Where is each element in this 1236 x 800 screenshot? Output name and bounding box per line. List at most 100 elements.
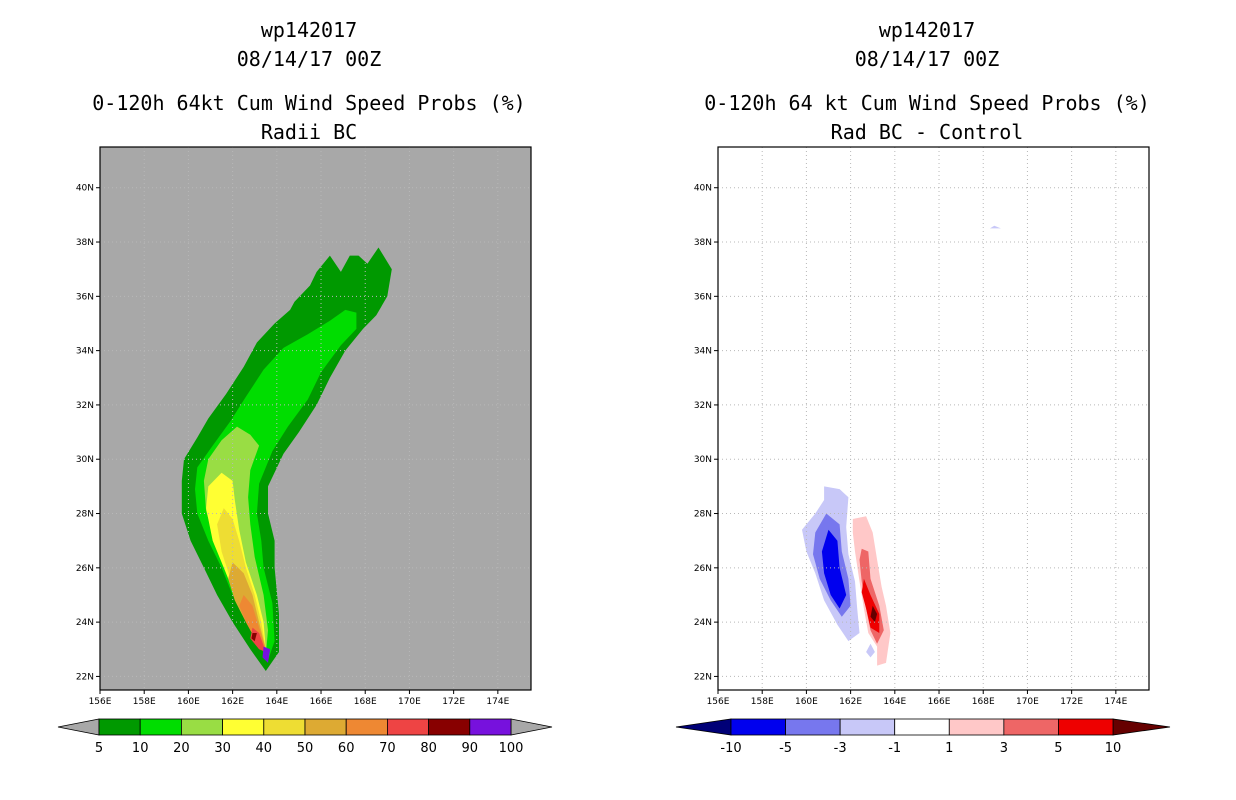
- right-colorbar-label-6: 5: [1054, 741, 1062, 756]
- left-colorbar-swatch-4: [263, 718, 306, 736]
- left-tick-label-y-3: 28N: [76, 510, 94, 520]
- right-colorbar-label-1: -5: [779, 741, 792, 756]
- left-colorbar-swatch-8: [428, 718, 471, 736]
- left-tick-label-x-4: 164E: [265, 697, 288, 707]
- left-chart-subtitle: Radii BC: [260, 120, 358, 144]
- left-colorbar-swatch-2: [180, 718, 223, 736]
- left-contour-level-8: [251, 633, 257, 642]
- right-tick-label-y-2: 26N: [694, 564, 712, 574]
- left-colorbar-swatch-9: [469, 718, 512, 736]
- left-colorbar-label-9: 90: [462, 741, 479, 756]
- left-tick-label-x-9: 174E: [486, 697, 509, 707]
- right-colorbar-swatch-2: [839, 718, 896, 736]
- left-tick-label-y-1: 24N: [76, 618, 94, 628]
- left-colorbar: 5 10 20 30 40 50 60 70 80 90 100: [57, 718, 553, 756]
- left-colorbar-label-4: 40: [256, 741, 273, 756]
- right-colorbar-swatch-0: [730, 718, 786, 736]
- right-colorbar-swatch-4: [948, 718, 1005, 736]
- right-date: 08/14/17 00Z: [854, 47, 1000, 71]
- right-colorbar-swatch-6: [1058, 718, 1114, 736]
- right-colorbar-swatch-5: [1003, 718, 1059, 736]
- right-plot-frame: [717, 146, 1150, 691]
- right-plot-background: [718, 147, 1149, 690]
- left-colorbar-label-0: 5: [95, 741, 103, 756]
- right-tick-label-x-8: 172E: [1060, 697, 1083, 707]
- left-colorbar-low-arrow: [57, 718, 100, 736]
- right-tick-label-y-6: 34N: [694, 347, 712, 357]
- left-tick-label-x-8: 172E: [442, 697, 465, 707]
- right-tick-label-y-3: 28N: [694, 510, 712, 520]
- right-colorbar-label-7: 10: [1105, 741, 1122, 756]
- left-storm-id: wp142017: [260, 18, 358, 42]
- left-tick-label-y-0: 22N: [76, 672, 94, 682]
- left-colorbar-swatch-1: [139, 718, 182, 736]
- left-tick-label-y-4: 30N: [76, 455, 94, 465]
- right-chart-subtitle: Rad BC - Control: [830, 120, 1024, 144]
- right-plot: 156E 158E 160E 162E 164E 166E 168E 170E 172E 174E…: [694, 146, 1150, 707]
- right-tick-label-y-9: 40N: [694, 184, 712, 194]
- left-tick-label-x-5: 166E: [310, 697, 333, 707]
- right-colorbar-label-2: -3: [834, 741, 847, 756]
- left-tick-label-x-3: 162E: [221, 697, 244, 707]
- left-colorbar-high-arrow: [510, 718, 553, 736]
- right-tick-label-y-4: 30N: [694, 455, 712, 465]
- left-colorbar-label-10: 100: [499, 741, 524, 756]
- right-tick-label-x-9: 174E: [1104, 697, 1127, 707]
- left-colorbar-swatch-5: [304, 718, 347, 736]
- right-contour-level-4: [821, 529, 847, 609]
- left-plot-frame: [99, 146, 532, 691]
- right-contour-level-2: [989, 225, 1001, 229]
- left-date: 08/14/17 00Z: [236, 47, 382, 71]
- left-tick-label-x-6: 168E: [354, 697, 377, 707]
- left-tick-label-x-7: 170E: [398, 697, 421, 707]
- right-contour-level-1: [866, 643, 875, 658]
- right-colorbar-swatch-3: [894, 718, 950, 736]
- left-colorbar-swatch-0: [98, 718, 141, 736]
- left-contour-level-9: [262, 646, 271, 663]
- right-tick-label-x-0: 156E: [707, 697, 730, 707]
- left-colorbar-swatch-6: [345, 718, 388, 736]
- left-colorbar-label-1: 10: [132, 741, 149, 756]
- right-colorbar-label-0: -10: [720, 741, 741, 756]
- left-plot-background: [100, 147, 531, 690]
- right-tick-label-x-1: 158E: [751, 697, 774, 707]
- right-tick-label-y-1: 24N: [694, 618, 712, 628]
- left-tick-label-y-8: 38N: [76, 238, 94, 248]
- right-tick-label-y-8: 38N: [694, 238, 712, 248]
- left-colorbar-label-3: 30: [214, 741, 231, 756]
- right-tick-label-x-3: 162E: [839, 697, 862, 707]
- left-colorbar-label-7: 70: [379, 741, 396, 756]
- right-tick-label-y-0: 22N: [694, 672, 712, 682]
- right-tick-label-x-2: 160E: [795, 697, 818, 707]
- right-tick-label-y-7: 36N: [694, 292, 712, 302]
- left-tick-label-x-1: 158E: [133, 697, 156, 707]
- left-plot: 156E 158E 160E 162E 164E 166E 168E 170E 172E 174E…: [76, 146, 532, 707]
- right-tick-label-x-7: 170E: [1016, 697, 1039, 707]
- right-tick-label-x-5: 166E: [928, 697, 951, 707]
- right-colorbar-label-3: -1: [888, 741, 901, 756]
- right-storm-id: wp142017: [878, 18, 976, 42]
- left-colorbar-label-2: 20: [173, 741, 190, 756]
- right-colorbar-high-arrow: [1112, 718, 1171, 736]
- right-contour-level-8: [870, 605, 878, 623]
- left-colorbar-label-5: 50: [297, 741, 314, 756]
- right-colorbar-low-arrow: [675, 718, 732, 736]
- right-tick-label-x-6: 168E: [972, 697, 995, 707]
- left-tick-label-x-2: 160E: [177, 697, 200, 707]
- left-tick-label-y-9: 40N: [76, 184, 94, 194]
- right-colorbar-swatch-1: [785, 718, 841, 736]
- left-tick-label-x-0: 156E: [89, 697, 112, 707]
- right-chart-title: 0-120h 64 kt Cum Wind Speed Probs (%): [704, 91, 1150, 115]
- left-colorbar-label-6: 60: [338, 741, 355, 756]
- right-colorbar-label-4: 1: [945, 741, 953, 756]
- left-colorbar-swatch-7: [386, 718, 429, 736]
- left-tick-label-y-2: 26N: [76, 564, 94, 574]
- right-colorbar-label-5: 3: [1000, 741, 1008, 756]
- right-tick-label-y-5: 32N: [694, 401, 712, 411]
- right-colorbar: -10 -5 -3 -1 1 3 5 10: [675, 718, 1171, 756]
- left-tick-label-y-6: 34N: [76, 347, 94, 357]
- left-chart-title: 0-120h 64kt Cum Wind Speed Probs (%): [92, 91, 526, 115]
- right-tick-label-x-4: 164E: [883, 697, 906, 707]
- left-tick-label-y-5: 32N: [76, 401, 94, 411]
- left-colorbar-label-8: 80: [420, 741, 437, 756]
